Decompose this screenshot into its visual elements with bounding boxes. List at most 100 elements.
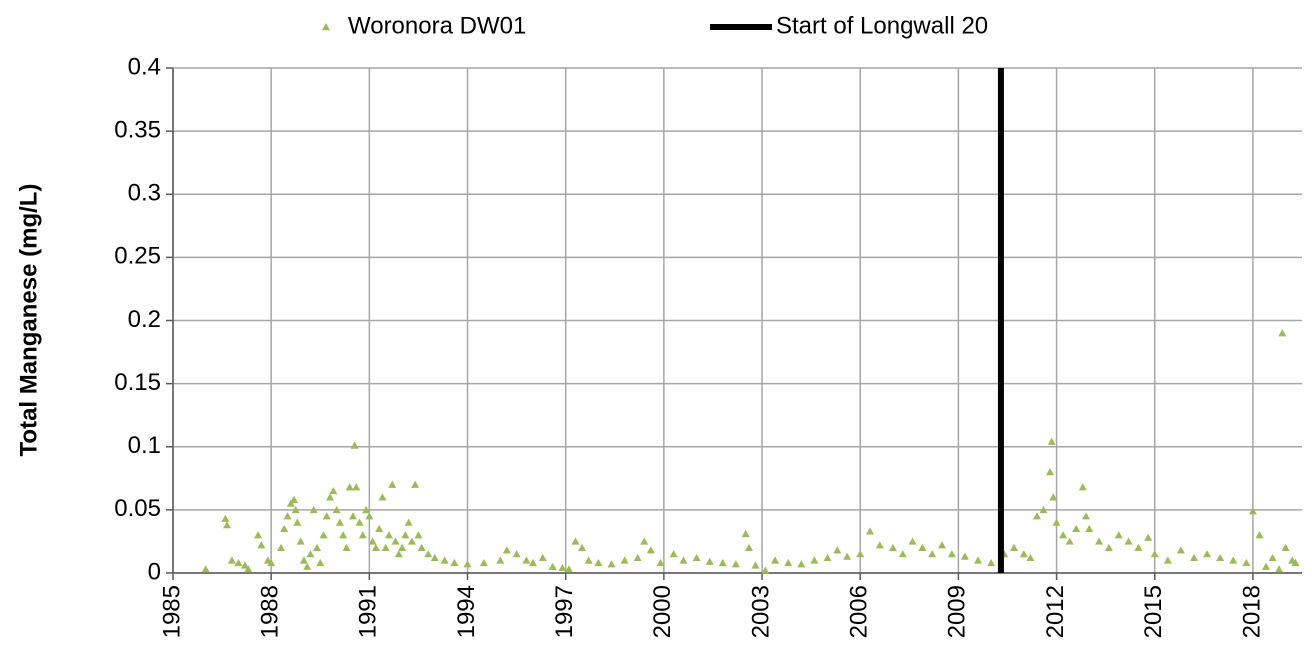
point <box>1078 483 1087 491</box>
point <box>401 531 410 539</box>
point <box>1082 512 1091 520</box>
point <box>496 556 505 564</box>
point <box>548 562 557 570</box>
point <box>339 531 348 539</box>
point <box>319 531 328 539</box>
point <box>731 560 740 568</box>
point <box>974 556 983 564</box>
point <box>797 560 806 568</box>
point <box>257 541 266 549</box>
point <box>1278 329 1287 337</box>
point <box>1072 524 1081 533</box>
point <box>280 524 289 533</box>
x-tick-label: 2006 <box>846 585 873 638</box>
x-tick-label: 2003 <box>747 585 774 638</box>
point <box>918 543 927 551</box>
point <box>960 552 969 560</box>
point <box>407 537 416 545</box>
point <box>368 537 377 545</box>
legend-marker <box>322 23 330 31</box>
point <box>1019 550 1028 558</box>
x-tick-label: 2012 <box>1042 585 1069 638</box>
point <box>987 558 996 567</box>
point <box>1248 507 1257 515</box>
point <box>276 543 285 551</box>
legend-label: Woronora DW01 <box>348 12 526 39</box>
point <box>578 543 587 551</box>
point <box>1085 524 1094 533</box>
point <box>843 552 852 560</box>
point <box>669 550 678 558</box>
point <box>404 518 413 526</box>
point <box>332 505 341 514</box>
point <box>875 541 884 549</box>
point <box>254 531 263 539</box>
point <box>502 546 511 554</box>
point <box>479 558 488 567</box>
point <box>938 541 947 549</box>
point <box>1229 556 1238 564</box>
point <box>751 561 760 569</box>
point <box>316 558 325 567</box>
x-tick-label: 2000 <box>649 585 676 638</box>
point <box>1026 553 1035 562</box>
y-tick-label: 0.2 <box>128 306 161 333</box>
point <box>1255 531 1264 539</box>
point <box>309 505 318 514</box>
point <box>388 480 397 488</box>
point <box>1114 531 1123 539</box>
point <box>928 550 937 558</box>
point <box>312 543 321 551</box>
x-tick-label: 1991 <box>355 585 382 638</box>
point <box>522 556 531 564</box>
point <box>290 495 299 503</box>
point <box>620 556 629 564</box>
point <box>607 560 616 568</box>
y-tick-label: 0.1 <box>128 432 161 459</box>
point <box>744 543 753 551</box>
point <box>646 546 655 554</box>
point <box>201 565 210 573</box>
point <box>355 518 364 526</box>
point <box>1242 558 1251 567</box>
point <box>378 493 387 501</box>
point <box>394 550 403 558</box>
point <box>1190 553 1199 562</box>
point <box>1176 546 1185 554</box>
point <box>1032 512 1041 520</box>
point <box>329 486 338 495</box>
point <box>888 543 897 551</box>
point <box>463 560 472 568</box>
point <box>898 550 907 558</box>
point <box>771 556 780 564</box>
point <box>594 558 603 567</box>
point <box>286 499 295 507</box>
point <box>345 483 354 491</box>
y-tick-label: 0.3 <box>128 180 161 207</box>
point <box>322 512 331 520</box>
point <box>640 537 649 545</box>
point <box>1275 565 1284 573</box>
point <box>335 518 344 526</box>
point <box>240 561 249 569</box>
point <box>692 553 701 562</box>
point <box>1095 537 1104 545</box>
point <box>326 493 335 501</box>
point <box>417 543 426 551</box>
point <box>391 537 400 545</box>
point <box>375 524 384 533</box>
point <box>1059 531 1068 539</box>
point <box>1144 533 1153 541</box>
point <box>1124 537 1133 545</box>
point <box>1281 543 1290 551</box>
point <box>1049 493 1058 501</box>
point <box>371 543 380 551</box>
point <box>528 558 537 567</box>
point <box>352 483 361 491</box>
y-tick-label: 0 <box>148 558 161 585</box>
point <box>424 550 433 558</box>
point <box>1010 543 1019 551</box>
x-tick-label: 1994 <box>453 585 480 638</box>
point <box>564 565 573 573</box>
